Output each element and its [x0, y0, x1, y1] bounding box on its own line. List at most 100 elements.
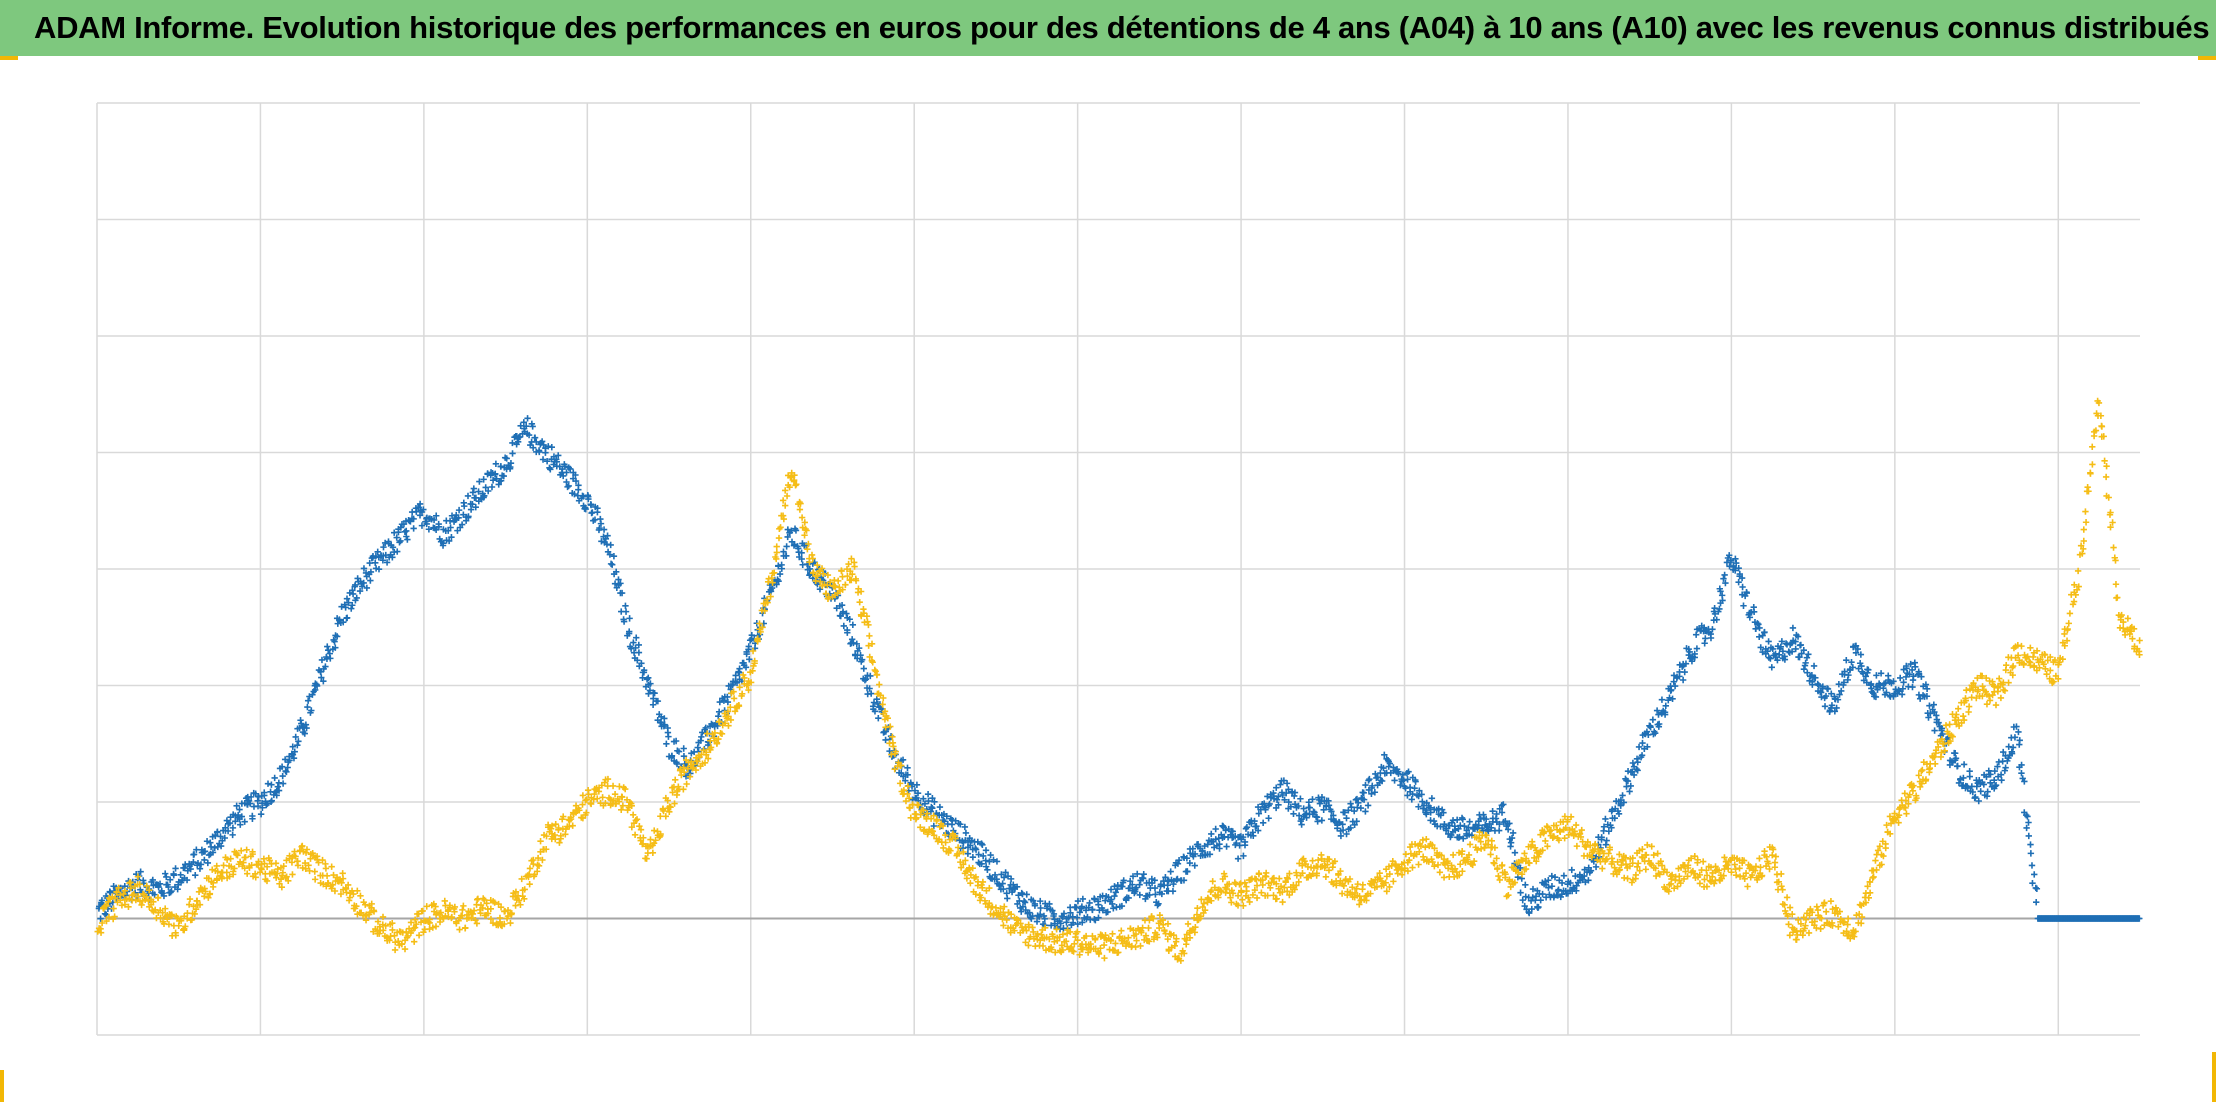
data-point	[247, 793, 255, 801]
data-point	[1255, 810, 1263, 817]
data-point	[190, 858, 197, 866]
data-point	[432, 903, 439, 910]
data-point	[525, 431, 533, 439]
data-point	[1553, 822, 1560, 829]
data-point	[768, 574, 775, 582]
data-point	[2033, 898, 2040, 906]
data-point	[2013, 723, 2020, 730]
data-point	[783, 492, 791, 500]
data-point	[715, 735, 722, 743]
data-point	[1752, 625, 1760, 633]
data-point	[680, 752, 688, 760]
data-point	[1812, 674, 1819, 681]
data-point	[1669, 695, 1676, 703]
data-point	[845, 560, 852, 568]
data-point	[1518, 870, 1526, 878]
data-point	[1347, 800, 1354, 807]
data-point	[1491, 844, 1499, 851]
data-point	[677, 766, 684, 773]
data-point	[672, 776, 679, 783]
data-point	[1626, 788, 1633, 795]
data-point	[1815, 682, 1822, 689]
data-point	[1275, 793, 1282, 800]
data-point	[1339, 826, 1347, 834]
data-point	[263, 877, 271, 885]
data-point	[1054, 937, 1061, 944]
data-point	[1287, 803, 1295, 810]
data-point	[810, 569, 817, 576]
data-point	[848, 555, 855, 562]
data-point	[2002, 764, 2009, 771]
data-point	[1617, 802, 1624, 809]
data-point	[645, 690, 652, 697]
data-point	[1655, 720, 1663, 728]
data-point	[987, 851, 994, 859]
data-point	[1250, 832, 1257, 839]
data-point	[643, 855, 650, 862]
data-point	[1277, 883, 1285, 890]
data-point	[814, 572, 821, 579]
data-point	[2110, 544, 2117, 551]
data-point	[1692, 631, 1700, 638]
data-point	[1283, 780, 1291, 787]
data-point	[1611, 815, 1618, 822]
data-point	[630, 639, 637, 646]
data-point	[1041, 924, 1049, 932]
data-point	[273, 792, 280, 799]
data-point	[1259, 881, 1266, 889]
data-point	[921, 800, 929, 807]
data-point	[1927, 710, 1934, 717]
data-point	[1246, 898, 1253, 906]
data-point	[410, 525, 417, 532]
data-point	[1898, 691, 1906, 698]
data-point	[602, 800, 609, 807]
data-point	[1277, 781, 1284, 788]
data-point	[236, 806, 243, 813]
data-point	[694, 744, 701, 751]
data-point	[224, 827, 232, 835]
data-point	[435, 523, 443, 530]
data-point	[925, 797, 932, 805]
data-point	[1477, 815, 1484, 823]
data-point	[234, 811, 242, 819]
data-point	[1303, 814, 1310, 821]
data-point	[567, 814, 574, 821]
data-point	[391, 932, 398, 939]
data-point	[1670, 885, 1678, 892]
data-point	[1946, 721, 1953, 728]
data-point	[1406, 857, 1413, 864]
data-point	[448, 533, 455, 541]
data-point	[1909, 683, 1916, 691]
data-point	[952, 835, 959, 842]
data-point	[716, 698, 724, 706]
data-point	[515, 897, 523, 904]
data-point	[299, 864, 306, 872]
data-point	[560, 472, 567, 480]
data-point	[1960, 774, 1967, 782]
data-point	[1434, 861, 1442, 869]
data-point	[1335, 871, 1342, 879]
data-point	[1618, 856, 1626, 863]
data-point	[1223, 843, 1230, 850]
data-point	[1779, 648, 1787, 655]
data-point	[984, 866, 991, 873]
data-point	[1618, 861, 1625, 869]
data-point	[871, 708, 879, 715]
data-point	[447, 524, 454, 531]
data-point	[1234, 892, 1242, 899]
data-point	[1057, 920, 1064, 927]
data-point	[942, 839, 949, 846]
data-point	[1167, 868, 1174, 875]
data-point	[1866, 889, 1874, 897]
data-point	[920, 806, 927, 814]
data-point	[1253, 882, 1261, 889]
data-point	[1831, 708, 1839, 715]
data-point	[1542, 878, 1549, 885]
data-point	[1365, 777, 1372, 784]
data-point	[141, 896, 149, 903]
data-point	[1056, 933, 1063, 941]
data-point	[404, 536, 411, 543]
data-point	[1991, 782, 1999, 790]
data-point	[487, 915, 495, 923]
data-point	[394, 938, 402, 945]
